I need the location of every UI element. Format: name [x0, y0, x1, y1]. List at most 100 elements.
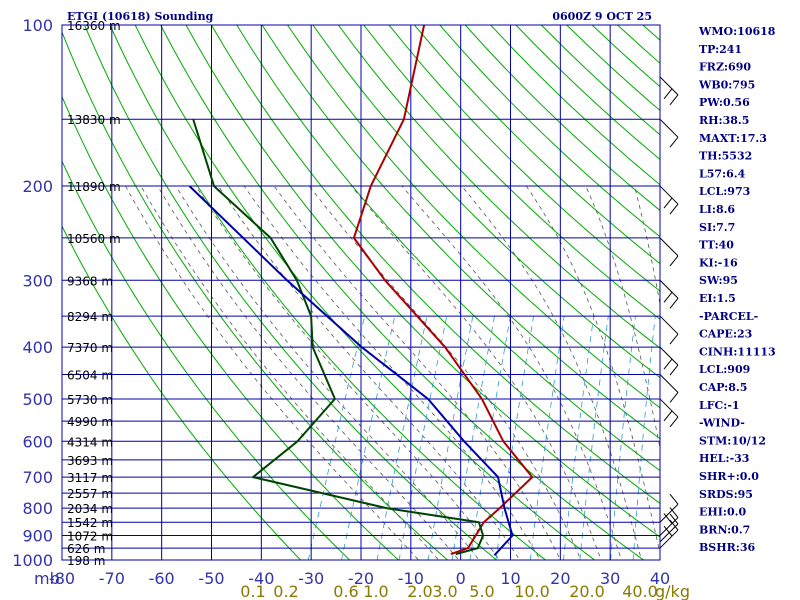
wind-barb-flag	[669, 507, 679, 518]
wind-barb-flag	[669, 416, 679, 428]
wind-barb-flag	[663, 513, 673, 524]
temperature-tick-label: -50	[198, 569, 224, 588]
moist-adiabat	[309, 185, 582, 560]
height-label: 626 m	[67, 542, 105, 556]
height-label: 198 m	[67, 554, 105, 568]
mixing-ratio-line	[427, 316, 474, 560]
height-label: 1072 m	[67, 530, 113, 544]
index-item: SHR+:0.0	[699, 470, 759, 483]
moist-adiabat	[525, 185, 660, 555]
index-item: SI:7.7	[699, 221, 735, 234]
dry-adiabat	[185, 25, 660, 538]
wind-barb-staff	[659, 279, 679, 299]
wind-barb	[659, 398, 679, 428]
index-item: TH:5532	[699, 150, 752, 163]
index-item: HEL:-33	[699, 452, 749, 465]
index-item: PW:0.56	[699, 96, 750, 109]
pressure-tick-label: 900	[22, 527, 53, 546]
wind-barb	[659, 374, 679, 403]
index-item: SW:95	[699, 274, 738, 287]
pressure-tick-label: 400	[22, 338, 53, 357]
index-item: LI:8.6	[699, 203, 735, 216]
height-label: 11890 m	[67, 180, 121, 194]
pressure-tick-label: 100	[22, 16, 53, 35]
wind-barb-staff	[659, 346, 679, 366]
series-line-parcel	[188, 185, 514, 556]
wind-barb-flag	[669, 255, 679, 267]
dry-adiabat	[62, 95, 400, 560]
wind-barb	[659, 346, 679, 376]
index-item: SRDS:95	[699, 488, 753, 501]
index-item: MAXT:17.3	[699, 132, 767, 145]
height-label: 7370 m	[67, 341, 113, 355]
pressure-tick-label: 300	[22, 271, 53, 290]
index-item: WB0:795	[698, 78, 755, 91]
index-item: WMO:10618	[698, 25, 776, 38]
pressure-tick-label: 200	[22, 177, 53, 196]
wind-barb-flag	[663, 358, 673, 370]
pressure-axis: 100 200 300 400 500 600 700 800 900 1000	[12, 16, 53, 570]
mixing-ratio-line	[307, 316, 366, 560]
dry-adiabat	[261, 25, 660, 440]
mixing-ratio-axis: 0.1 0.2 0.6 1.0 2.0 3.0 5.0 10.0 20.0 40.0g/kg	[240, 582, 690, 600]
wind-barb-flag	[669, 392, 679, 403]
height-label: 5730 m	[67, 393, 113, 407]
dry-adiabat	[236, 25, 660, 472]
dry-adiabat	[62, 30, 449, 560]
wind-barb-flag	[663, 525, 673, 537]
index-item: -WIND-	[699, 417, 745, 430]
temperature-axis: -80 -70 -60 -50 -40 -30 -20 -10 0 10 20 30 40	[49, 569, 670, 588]
temperature-tick-label: 10	[500, 569, 520, 588]
series-line-dewpoint	[192, 118, 485, 556]
wind-barb-staff	[659, 76, 679, 96]
pressure-tick-label: 700	[22, 468, 53, 487]
temperature-tick-label: -70	[99, 569, 125, 588]
temperature-tick-label: -20	[348, 569, 374, 588]
index-item: FRZ:690	[699, 61, 751, 74]
wind-barb-flag	[669, 333, 679, 345]
mixing-ratio-tick-label: 3.0	[432, 582, 457, 600]
moist-adiabat	[401, 185, 622, 560]
pressure-unit-label: mb	[34, 569, 60, 588]
height-label: 3693 m	[67, 454, 113, 468]
index-item: L57:6.4	[699, 167, 746, 180]
wind-barb	[659, 519, 679, 549]
index-item: CINH:11113	[699, 345, 776, 358]
wind-barb-flag	[663, 197, 673, 209]
moist-adiabat	[461, 185, 642, 560]
pressure-tick-label: 800	[22, 499, 53, 518]
index-item: EHI:0.0	[699, 506, 746, 519]
wind-barb-staff	[659, 374, 679, 393]
moist-adiabat	[157, 185, 460, 560]
index-item: LCL:973	[699, 185, 750, 198]
dry-adiabat	[363, 25, 660, 320]
mixing-ratio-line	[495, 316, 534, 560]
height-label: 9368 m	[67, 274, 113, 288]
height-label: 3117 m	[67, 471, 113, 485]
wind-barb	[659, 493, 679, 523]
index-item: TT:40	[699, 239, 734, 252]
mixing-ratio-line	[451, 316, 495, 560]
pressure-tick-label: 1000	[12, 551, 53, 570]
height-labels: 16360 m 13830 m 11890 m 10560 m 9368 m 8294 m…	[67, 19, 121, 568]
index-item: LFC:-1	[699, 399, 740, 412]
temperature-tick-label: -60	[149, 569, 175, 588]
wind-barb-flag	[669, 203, 679, 215]
index-item: -PARCEL-	[699, 310, 758, 323]
mixing-ratio-tick-label: 10.0	[514, 582, 550, 600]
wind-barb	[659, 237, 679, 267]
index-item: STM:10/12	[699, 434, 766, 447]
mixing-ratio-line	[529, 316, 565, 560]
height-label: 1542 m	[67, 516, 113, 530]
wind-barb-staff	[659, 237, 679, 257]
mixing-ratio-tick-label: 40.0	[622, 582, 658, 600]
wind-barb	[659, 76, 679, 106]
dry-adiabat	[210, 25, 660, 505]
wind-barb-flag	[663, 88, 673, 100]
mixing-ratio-line	[469, 316, 511, 560]
grid-layer	[62, 25, 660, 560]
temperature-tick-label: -10	[398, 569, 424, 588]
index-item: RH:38.5	[699, 114, 749, 127]
moist-adiabat	[351, 185, 602, 560]
pressure-tick-label: 600	[22, 432, 53, 451]
